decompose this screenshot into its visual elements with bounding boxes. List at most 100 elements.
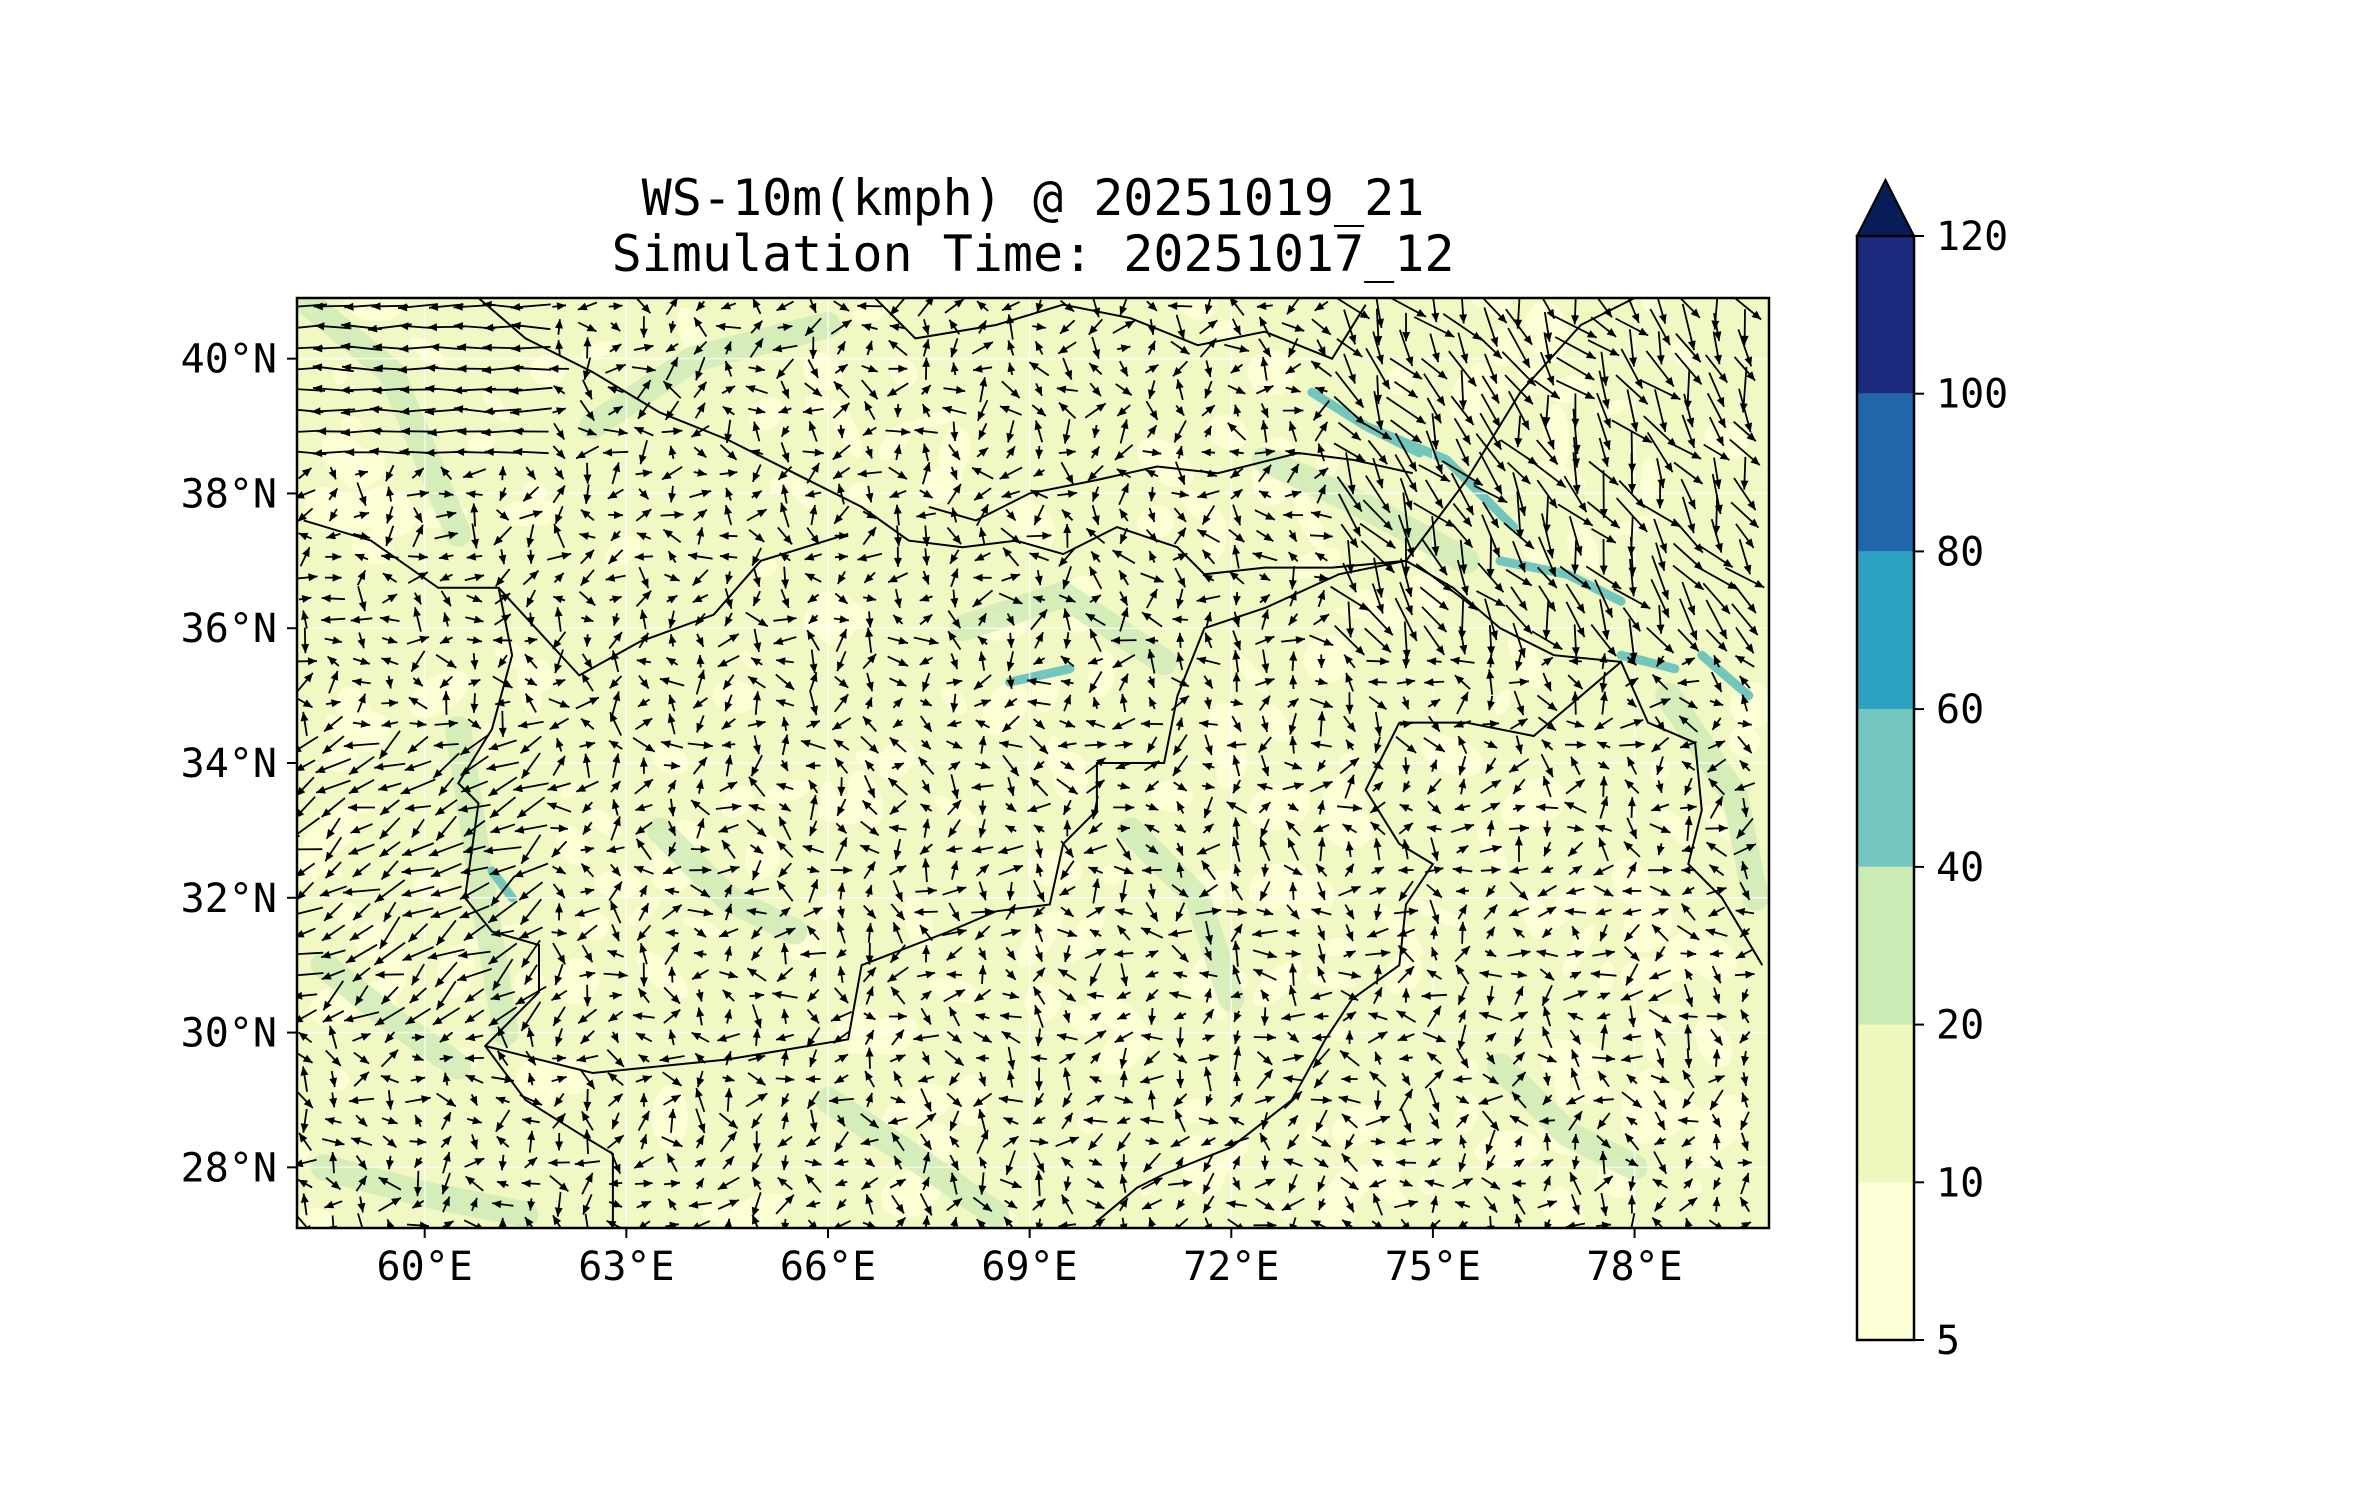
wind-arrow [552,484,566,504]
wind-arrow [514,824,548,834]
wind-arrow [659,1054,685,1063]
wind-arrow [1034,1004,1044,1028]
wind-arrow [1724,566,1765,589]
wind-arrow [747,675,766,689]
wind-arrow [921,1176,930,1191]
wind-arrow [974,699,992,707]
wind-arrow [1253,968,1277,981]
wind-arrow [1428,715,1441,733]
wind-arrow [1543,841,1552,857]
wind-arrow [834,592,849,605]
wind-arrow [1112,549,1136,565]
wind-arrow [1515,735,1523,755]
wind-arrow [574,1159,601,1167]
wind-arrow [1286,929,1300,938]
wind-arrow [949,1154,960,1171]
wind-arrow [411,1199,425,1209]
wind-arrow [1504,374,1534,405]
wind-arrow [1446,586,1479,611]
wind-arrow [1035,1028,1043,1047]
wind-arrow [1681,1136,1696,1148]
wind-arrow [919,613,933,626]
wind-arrow [667,550,677,563]
wind-arrow [752,1028,761,1046]
wind-arrow [947,719,962,728]
calm-patch [1542,404,1570,475]
wind-arrow [664,1179,681,1188]
wind-arrow [1528,458,1567,489]
wind-arrow [355,1175,368,1192]
wind-arrow [1455,964,1470,985]
wind-arrow [1314,386,1328,395]
wind-arrow [526,524,535,548]
wind-arrow [1431,298,1440,323]
wind-arrow [1141,1198,1163,1210]
wind-arrow [297,796,316,818]
calm-patch [908,408,969,430]
wind-arrow [488,739,517,751]
wind-arrow [1199,469,1218,478]
wind-arrow [719,781,738,792]
wind-arrow [1543,1006,1552,1027]
wind-arrow [748,803,765,812]
wind-arrow [1402,988,1410,1003]
wind-arrow [1565,778,1586,795]
wind-arrow [297,972,324,977]
wind-arrow [1684,777,1693,796]
wind-arrow [1202,1153,1215,1173]
wind-arrow [1428,1087,1440,1113]
wind-arrow [695,356,706,381]
wind-arrow [1653,1151,1668,1175]
wind-arrow [724,694,733,712]
wind-arrow [864,1070,875,1088]
wind-arrow [464,988,485,1003]
wind-arrow [407,923,429,943]
wind-arrow [1454,674,1471,690]
wind-arrow [552,678,566,687]
wind-arrow [1372,781,1384,792]
wind-arrow [776,782,794,791]
calm-patch [1507,626,1543,689]
wind-arrow [978,818,987,838]
wind-arrow [1396,1158,1417,1167]
wind-arrow [1341,1113,1358,1129]
wind-arrow [781,1218,790,1228]
wind-arrow [1677,628,1700,652]
wind-arrow [1733,356,1756,382]
wind-arrow [328,670,339,694]
wind-arrow [775,699,795,707]
wind-arrow [863,594,877,602]
wind-arrow [834,1053,849,1063]
calm-patch [1180,1134,1226,1197]
wind-arrow [1705,928,1728,937]
wind-arrow [519,510,543,520]
wind-arrow [805,490,822,498]
wind-arrow [1685,1156,1694,1169]
wind-arrow [576,924,598,942]
wind-arrow [1340,989,1359,1002]
moderate-wind-band [310,952,472,1080]
wind-arrow [1034,383,1043,397]
calm-patch [499,499,563,527]
wind-arrow [498,710,507,737]
wind-arrow [978,735,987,754]
wind-arrow [1083,1116,1108,1125]
wind-arrow [808,420,818,442]
wind-arrow [1651,673,1669,691]
wind-arrow [1740,1132,1749,1151]
wind-arrow [750,1113,763,1129]
wind-arrow [1085,527,1106,544]
calm-patch [555,825,591,867]
wind-arrow [1596,1221,1612,1228]
wind-arrow [631,365,656,374]
calm-patch [1202,510,1227,561]
wind-arrow [1199,970,1218,979]
wind-arrow [1336,476,1363,513]
wind-arrow [460,866,489,876]
wind-arrow [1089,1011,1102,1022]
wind-arrow [341,363,382,372]
wind-arrow [1654,1111,1666,1131]
wind-arrow [1034,631,1044,649]
wind-arrow [580,845,595,854]
wind-arrow [1034,420,1044,443]
